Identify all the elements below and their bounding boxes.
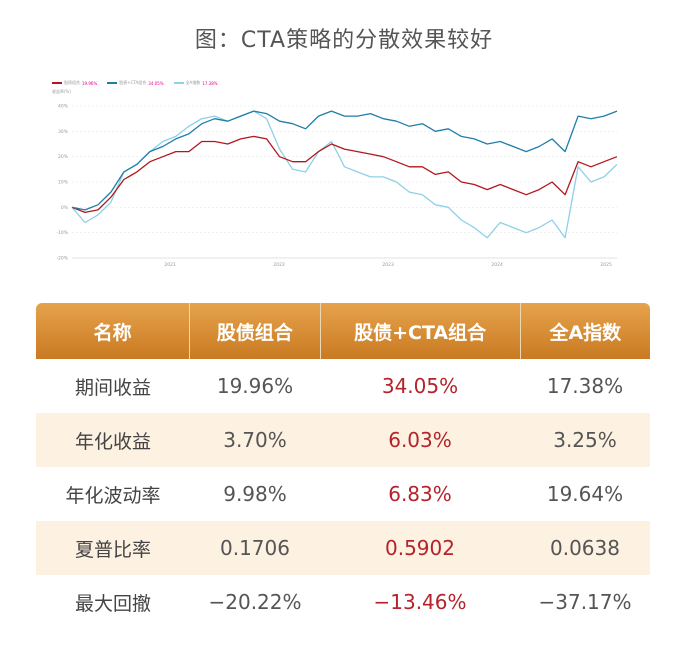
table-row: 期间收益 19.96% 34.05% 17.38% xyxy=(36,359,650,413)
legend-pct: 19.96% xyxy=(82,80,98,86)
legend-label: 全A指数 xyxy=(185,80,201,85)
x-tick-label: 2022 xyxy=(273,262,285,268)
cell-value-highlight: 6.83% xyxy=(388,482,452,506)
header-cell-stock-bond-cta: 股债+CTA组合 xyxy=(321,303,521,359)
legend-swatch xyxy=(173,82,184,84)
y-axis-title: 收益率(%) xyxy=(52,89,71,94)
legend-swatch xyxy=(52,82,62,84)
cell-value-highlight: 34.05% xyxy=(381,374,459,398)
legend-item: 股债+CTA组合 34.05% xyxy=(107,80,164,86)
page-title: 图：CTA策略的分散效果较好 xyxy=(194,28,494,53)
legend-pct: 17.38% xyxy=(202,80,218,86)
legend-label: 股债+CTA组合 xyxy=(119,80,147,85)
row-label: 夏普比率 xyxy=(74,538,151,561)
y-tick-label: 30% xyxy=(58,129,69,135)
legend-label: 股债组合 xyxy=(64,80,80,85)
y-tick-label: 20% xyxy=(58,154,69,160)
cell-value: 17.38% xyxy=(546,374,624,398)
series-line xyxy=(71,110,618,211)
table-header: 名称 股债组合 股债+CTA组合 全A指数 xyxy=(36,303,650,359)
row-label: 年化波动率 xyxy=(65,484,161,507)
y-tick-label: 0% xyxy=(61,205,69,211)
x-tick-label: 2023 xyxy=(382,262,394,268)
cell-value: 0.0638 xyxy=(550,536,620,560)
y-tick-label: -20% xyxy=(56,256,68,262)
cell-value: −37.17% xyxy=(538,590,632,614)
legend-item: 全A指数 17.38% xyxy=(173,80,218,86)
cell-value: 0.1706 xyxy=(220,536,290,560)
x-tick-label: 2024 xyxy=(491,262,503,268)
header-cell-name: 名称 xyxy=(36,303,191,359)
cell-value: 3.25% xyxy=(553,428,617,452)
table-row: 年化波动率 9.98% 6.83% 19.64% xyxy=(36,467,650,521)
cell-value: 3.70% xyxy=(223,428,287,452)
x-tick-label: 2025 xyxy=(600,262,612,268)
cell-value: −20.22% xyxy=(208,590,302,614)
table-row: 最大回撤 −20.22% −13.46% −37.17% xyxy=(36,575,650,629)
chart-legend: 股债组合 19.96% 股债+CTA组合 34.05% 全A指数 17.38% xyxy=(52,80,218,86)
legend-item: 股债组合 19.96% xyxy=(52,80,97,86)
row-label: 最大回撤 xyxy=(74,592,151,615)
cell-value: 19.64% xyxy=(546,482,624,506)
series-line xyxy=(71,110,618,239)
x-tick-label: 2021 xyxy=(164,262,176,268)
y-tick-label: 10% xyxy=(58,180,69,186)
y-tick-label: 40% xyxy=(58,104,69,110)
legend-pct: 34.05% xyxy=(148,80,164,86)
header-cell-stock-bond: 股债组合 xyxy=(190,303,321,359)
cell-value: 9.98% xyxy=(223,482,287,506)
cell-value-highlight: −13.46% xyxy=(373,590,467,614)
table-row: 年化收益 3.70% 6.03% 3.25% xyxy=(36,413,650,467)
line-chart: 股债组合 19.96% 股债+CTA组合 34.05% 全A指数 17.38% … xyxy=(52,80,627,270)
cell-value-highlight: 0.5902 xyxy=(385,536,455,560)
header-cell-all-a-index: 全A指数 xyxy=(549,321,622,344)
row-label: 期间收益 xyxy=(74,376,151,399)
series-line xyxy=(71,135,618,214)
cell-value: 19.96% xyxy=(216,374,294,398)
chart-plot: 40% 30% 20% 10% 0% -10% -20% 2021 2022 2023 2024 20… xyxy=(56,104,618,268)
row-label: 年化收益 xyxy=(74,430,151,453)
y-tick-label: -10% xyxy=(56,230,68,236)
table-row: 夏普比率 0.1706 0.5902 0.0638 xyxy=(36,521,650,575)
cell-value-highlight: 6.03% xyxy=(388,428,452,452)
legend-swatch xyxy=(107,82,118,84)
